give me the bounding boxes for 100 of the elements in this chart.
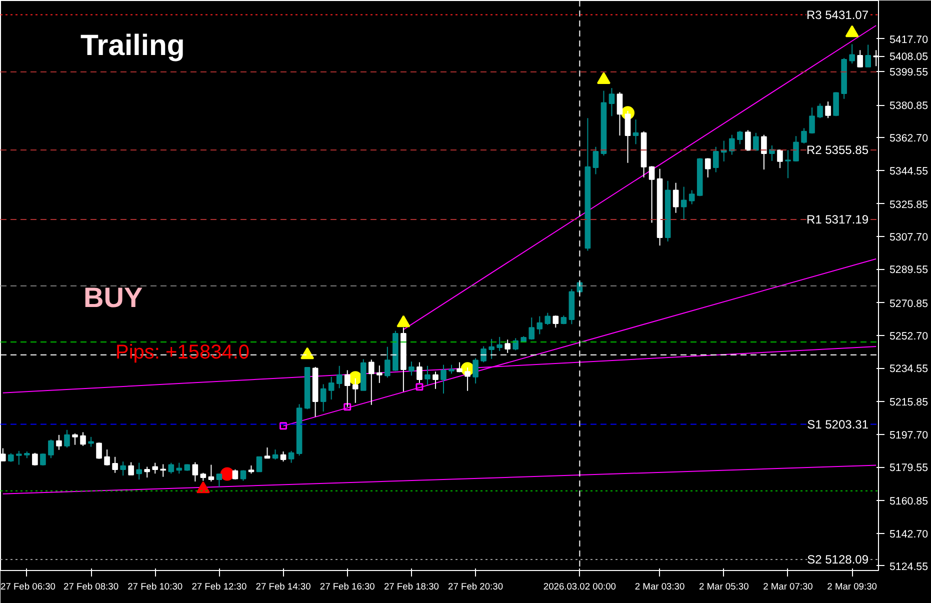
candlestick <box>440 364 446 394</box>
candlestick <box>688 190 695 205</box>
candlestick <box>288 450 294 464</box>
y-tick-label: 5215.85 <box>890 396 928 409</box>
candlestick <box>728 134 735 156</box>
ref-line-label: R2 5355.85 <box>806 143 869 158</box>
candlestick <box>48 439 54 459</box>
y-tick-label: 5362.70 <box>890 132 928 145</box>
candlestick <box>136 462 142 480</box>
y-tick-label: 5160.85 <box>890 496 928 508</box>
candlestick <box>592 146 599 175</box>
candlestick <box>240 470 246 482</box>
candlestick <box>328 376 334 400</box>
x-tick-label: 27 Feb 20:30 <box>448 582 504 592</box>
y-tick-label: 5197.70 <box>890 429 928 442</box>
candlestick <box>272 448 278 460</box>
annotation: Pips: +15834.0 <box>116 342 250 364</box>
candlestick <box>512 338 519 351</box>
candlestick <box>104 448 110 466</box>
x-tick-label: 27 Feb 14:30 <box>256 582 311 592</box>
candlestick <box>753 132 759 152</box>
candlestick <box>352 378 358 404</box>
candlestick <box>552 315 559 328</box>
candlestick <box>745 130 751 152</box>
y-tick-label: 5307.70 <box>890 232 928 244</box>
candlestick <box>264 447 270 459</box>
candlestick <box>216 473 222 488</box>
candlestick <box>144 466 150 478</box>
x-tick-label: 2 Mar 09:30 <box>827 582 877 592</box>
candlestick <box>384 346 390 378</box>
x-tick-label: 27 Feb 16:30 <box>320 582 375 592</box>
ref-line-label: S2 5128.09 <box>807 552 869 567</box>
candlestick <box>616 92 623 136</box>
candlestick <box>168 462 174 474</box>
candlestick <box>472 358 478 384</box>
y-tick-label: 5408.05 <box>890 51 928 64</box>
candlestick <box>320 384 326 412</box>
y-tick-label: 5380.85 <box>890 100 928 112</box>
point <box>845 25 859 38</box>
x-tick-label: 2026.03.02 00:00 <box>543 582 616 592</box>
candlestick <box>632 119 639 145</box>
candlestick <box>56 434 62 450</box>
candlestick <box>424 365 430 386</box>
y-tick-label: 5417.70 <box>890 34 928 46</box>
candlestick <box>72 432 78 446</box>
candlestick <box>408 361 414 376</box>
candlestick <box>536 316 543 335</box>
y-tick-label: 5252.70 <box>890 330 928 342</box>
candlestick <box>648 166 655 224</box>
ref-line-label: S1 5203.31 <box>807 417 869 432</box>
candlestick <box>40 452 46 466</box>
candlestick <box>737 130 743 145</box>
x-tick-label: 2 Mar 05:30 <box>699 582 749 592</box>
candlestick <box>368 359 374 406</box>
candlestick <box>112 456 118 474</box>
point <box>416 383 424 391</box>
candlestick <box>801 128 807 144</box>
annotation: Trailing <box>80 29 185 62</box>
y-tick-label: 5142.70 <box>890 528 928 540</box>
candlestick <box>256 456 262 472</box>
candlestick <box>432 371 438 390</box>
candlestick <box>712 146 719 173</box>
candlestick <box>464 366 470 392</box>
ref-line-label: R3 5431.07 <box>806 8 869 22</box>
candlestick <box>96 442 102 460</box>
annotation: BUY <box>84 282 143 313</box>
candlestick <box>608 88 615 117</box>
point <box>220 467 234 481</box>
candlestick <box>785 150 791 179</box>
candlestick <box>120 461 126 476</box>
x-tick-label: 2 Mar 03:30 <box>634 582 685 592</box>
x-tick-label: 2 Mar 07:30 <box>763 582 813 592</box>
candlestick <box>528 317 535 340</box>
y-tick-label: 5234.55 <box>890 363 928 376</box>
candlestick <box>624 110 631 164</box>
x-tick-label: 27 Feb 06:30 <box>0 582 56 592</box>
candlestick <box>680 186 687 221</box>
candlestick <box>32 452 38 466</box>
point <box>596 72 610 84</box>
ref-line-label: R1 5317.19 <box>806 212 869 227</box>
candlestick <box>793 136 799 162</box>
candlestick <box>504 339 510 354</box>
candlestick <box>16 450 22 466</box>
candlestick <box>849 44 855 64</box>
candlestick <box>544 312 551 326</box>
candlestick <box>128 462 134 476</box>
y-tick-label: 5289.55 <box>890 264 928 276</box>
y-tick-label: 5179.55 <box>890 462 928 474</box>
candlestick <box>809 106 815 134</box>
candlestick <box>416 362 422 384</box>
candlestick <box>857 50 863 68</box>
x-tick-label: 27 Feb 12:30 <box>192 582 247 592</box>
point <box>396 315 410 328</box>
candlestick <box>280 450 286 462</box>
point <box>344 403 352 411</box>
candlestick <box>480 346 486 363</box>
y-tick-label: 5325.85 <box>890 198 928 211</box>
x-tick-label: 27 Feb 10:30 <box>128 582 183 592</box>
candlestick <box>64 429 70 448</box>
candlestick <box>761 134 767 170</box>
